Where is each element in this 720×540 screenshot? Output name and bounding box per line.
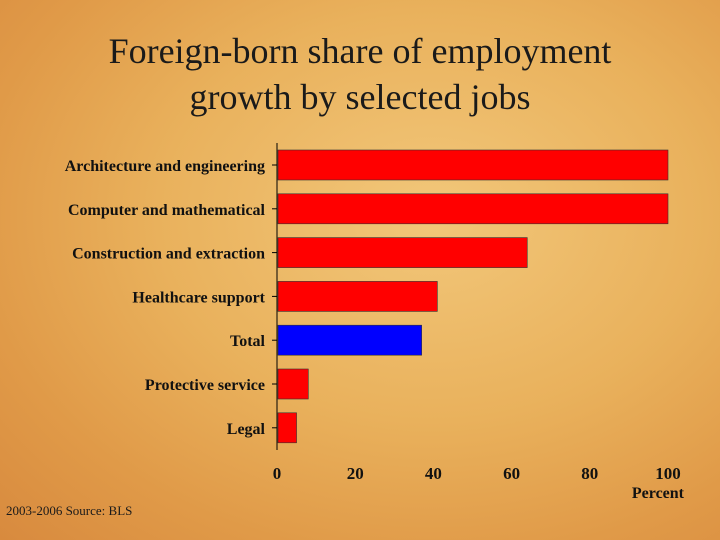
category-label: Protective service: [145, 377, 265, 394]
x-axis-label: Percent: [632, 485, 685, 502]
category-label: Legal: [227, 421, 266, 438]
chart-title-line-1: Foreign-born share of employment: [108, 31, 612, 71]
bar: [277, 149, 669, 181]
category-label: Computer and mathematical: [68, 202, 266, 219]
x-tick-label: 20: [347, 464, 364, 483]
category-label: Healthcare support: [132, 289, 265, 306]
x-tick-label: 80: [581, 464, 598, 483]
x-tick-label: 100: [655, 464, 681, 483]
bar: [277, 193, 669, 225]
category-label: Total: [230, 333, 266, 350]
x-tick-label: 40: [425, 464, 442, 483]
x-tick-label: 0: [273, 464, 282, 483]
x-tick-label: 60: [503, 464, 520, 483]
bar: [277, 368, 309, 400]
category-label: Construction and extraction: [72, 246, 265, 263]
chart-title-line-2: growth by selected jobs: [189, 77, 531, 117]
bar: [277, 281, 438, 312]
chart-title: Foreign-born share of employment growth …: [0, 28, 720, 120]
bar: [277, 412, 297, 444]
category-label: Architecture and engineering: [65, 158, 265, 175]
bar: [277, 237, 528, 268]
source-note: 2003-2006 Source: BLS: [6, 503, 133, 518]
bar: [277, 324, 422, 356]
